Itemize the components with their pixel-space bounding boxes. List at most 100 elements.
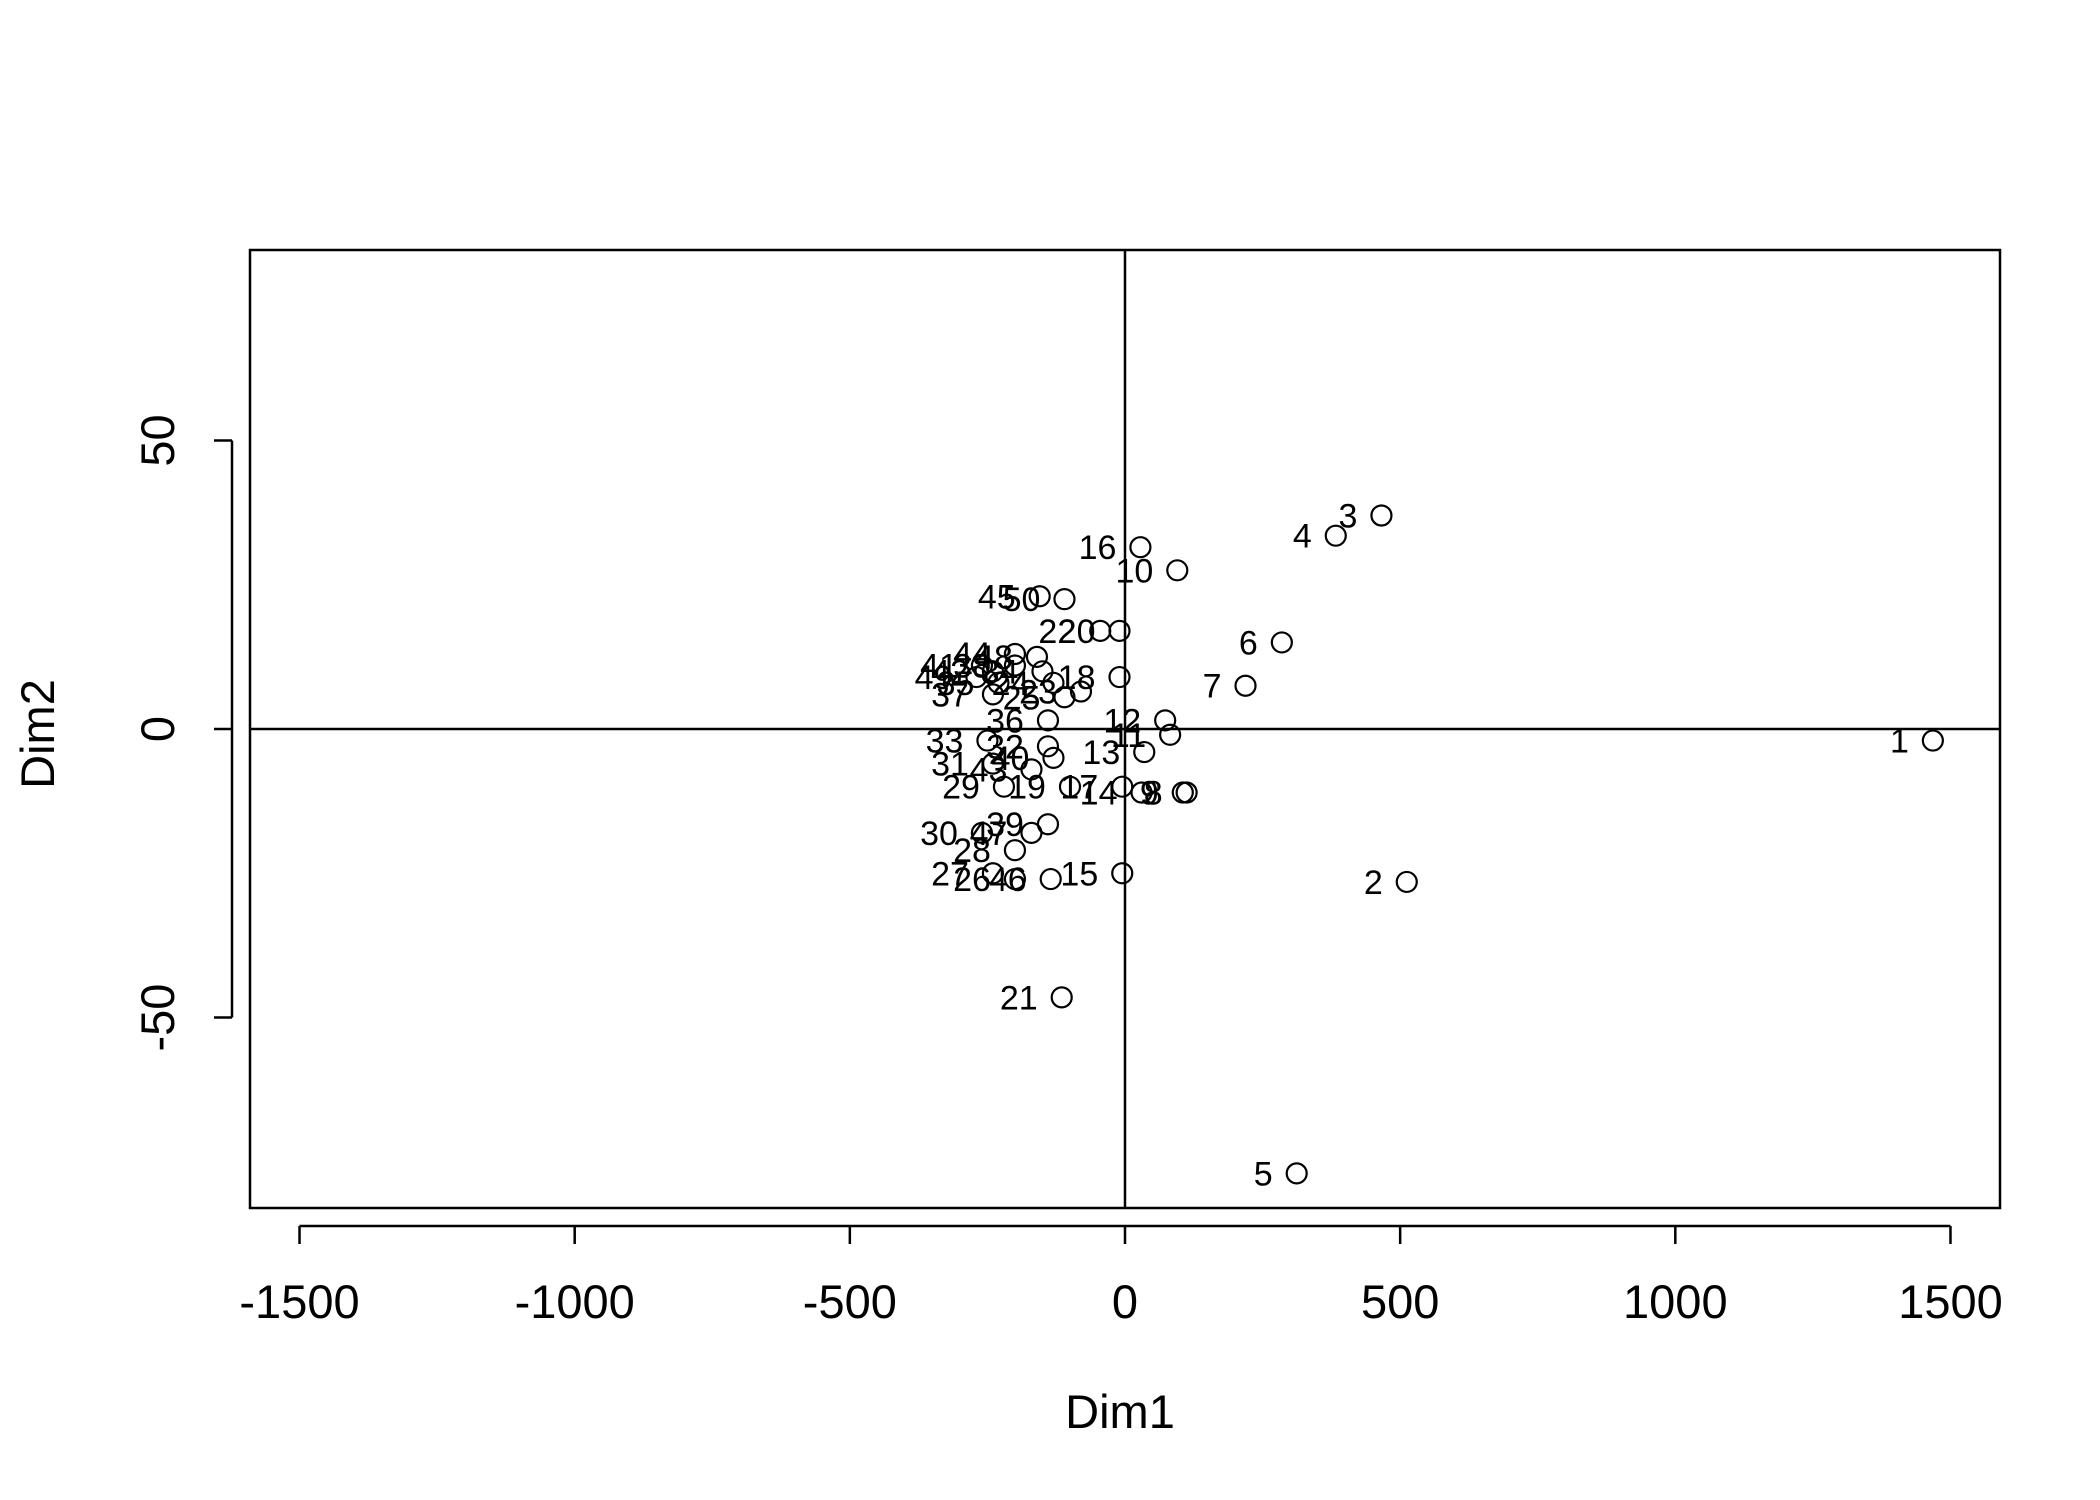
point-1 [1921,729,1944,752]
point-7 [1234,674,1257,697]
point-15 [1111,862,1134,885]
point-label-49: 49 [915,659,953,697]
point-23 [1069,680,1093,703]
point-48 [1025,645,1049,668]
x-tick-label-3: 0 [1112,1275,1138,1328]
point-label-40: 40 [992,740,1030,778]
point-label-14: 14 [1080,774,1118,812]
point-label-43: 43 [970,751,1008,789]
point-21 [1050,986,1073,1009]
point-43 [1020,758,1043,781]
y-tick-label-0: -50 [131,984,184,1052]
point-label-1: 1 [1890,723,1909,761]
point-label-30: 30 [920,815,958,853]
point-10 [1166,559,1189,582]
point-2 [1395,870,1418,894]
x-tick-label-0: -1500 [239,1275,359,1328]
point-label-41: 41 [920,648,958,686]
point-label-31: 31 [931,746,969,784]
point-32 [1036,735,1060,758]
point-50 [1053,588,1076,611]
point-label-3: 3 [1339,497,1358,535]
point-label-45: 45 [978,578,1016,616]
point-3 [1370,504,1393,527]
point-49 [965,665,988,689]
point-label-21: 21 [1000,979,1038,1017]
point-label-47: 47 [970,815,1008,853]
point-24 [1042,671,1065,694]
point-label-32: 32 [986,728,1024,766]
point-label-2: 2 [1364,864,1383,902]
x-tick-label-6: 1500 [1898,1275,2003,1328]
point-35 [987,671,1010,694]
point-label-48: 48 [975,639,1013,677]
point-label-42: 42 [931,653,969,691]
point-37 [981,683,1005,706]
point-label-37: 37 [931,676,969,714]
point-label-16: 16 [1079,529,1117,567]
y-axis-label: Dim2 [11,679,64,789]
x-tick-label-5: 1000 [1623,1275,1728,1328]
point-label-22: 22 [1038,613,1076,651]
point-38 [1003,654,1027,677]
point-label-50: 50 [1003,581,1041,619]
x-axis-label: Dim1 [1065,1385,1175,1438]
x-tick-label-2: -500 [803,1275,897,1328]
point-label-39: 39 [986,806,1024,844]
point-28 [1003,839,1027,862]
point-label-9: 9 [1140,774,1159,812]
point-41 [970,654,994,677]
point-19 [1058,775,1082,798]
point-label-4: 4 [1293,518,1312,556]
point-25 [1053,686,1076,709]
y-tick-label-1: 0 [131,716,184,742]
point-label-27: 27 [931,855,969,893]
point-4 [1324,524,1347,547]
point-31 [981,752,1005,775]
point-6 [1270,631,1293,654]
point-label-11: 11 [1111,717,1146,755]
point-30 [970,821,994,844]
point-label-10: 10 [1115,552,1153,590]
point-9 [1171,781,1194,804]
plot-frame-layer [248,248,2002,1210]
point-13 [1133,740,1156,764]
point-label-5: 5 [1254,1155,1273,1193]
point-11 [1159,723,1182,746]
point-29 [992,775,1016,798]
point-27 [981,862,1005,885]
point-42 [981,660,1005,683]
point-34 [1031,660,1054,683]
point-label-28: 28 [953,832,991,870]
point-33 [976,729,999,752]
point-36 [1036,709,1060,732]
point-12 [1154,709,1177,732]
point-44 [1003,642,1027,666]
point-20 [1108,619,1131,642]
point-16 [1129,536,1152,559]
point-label-18: 18 [1058,659,1096,697]
point-label-13: 13 [1082,734,1120,772]
point-label-12: 12 [1103,702,1141,740]
point-label-29: 29 [942,769,980,807]
point-47 [1020,821,1043,844]
point-label-15: 15 [1060,855,1098,893]
points-layer: 1234567891011121314151617181920212223242… [915,497,1944,1193]
point-22 [1089,619,1112,642]
point-label-33: 33 [926,723,964,761]
point-label-46: 46 [989,861,1027,899]
point-17 [1111,775,1134,798]
point-18 [1108,665,1131,689]
point-46 [1039,867,1062,891]
x-tick-label-1: -1000 [515,1275,635,1328]
point-label-7: 7 [1203,668,1222,706]
point-26 [1003,867,1027,891]
y-tick-label-2: 50 [131,414,184,466]
point-45 [1028,585,1051,608]
point-label-6: 6 [1239,624,1258,662]
point-label-36: 36 [986,702,1024,740]
point-5 [1285,1162,1308,1185]
point-40 [1042,746,1065,769]
